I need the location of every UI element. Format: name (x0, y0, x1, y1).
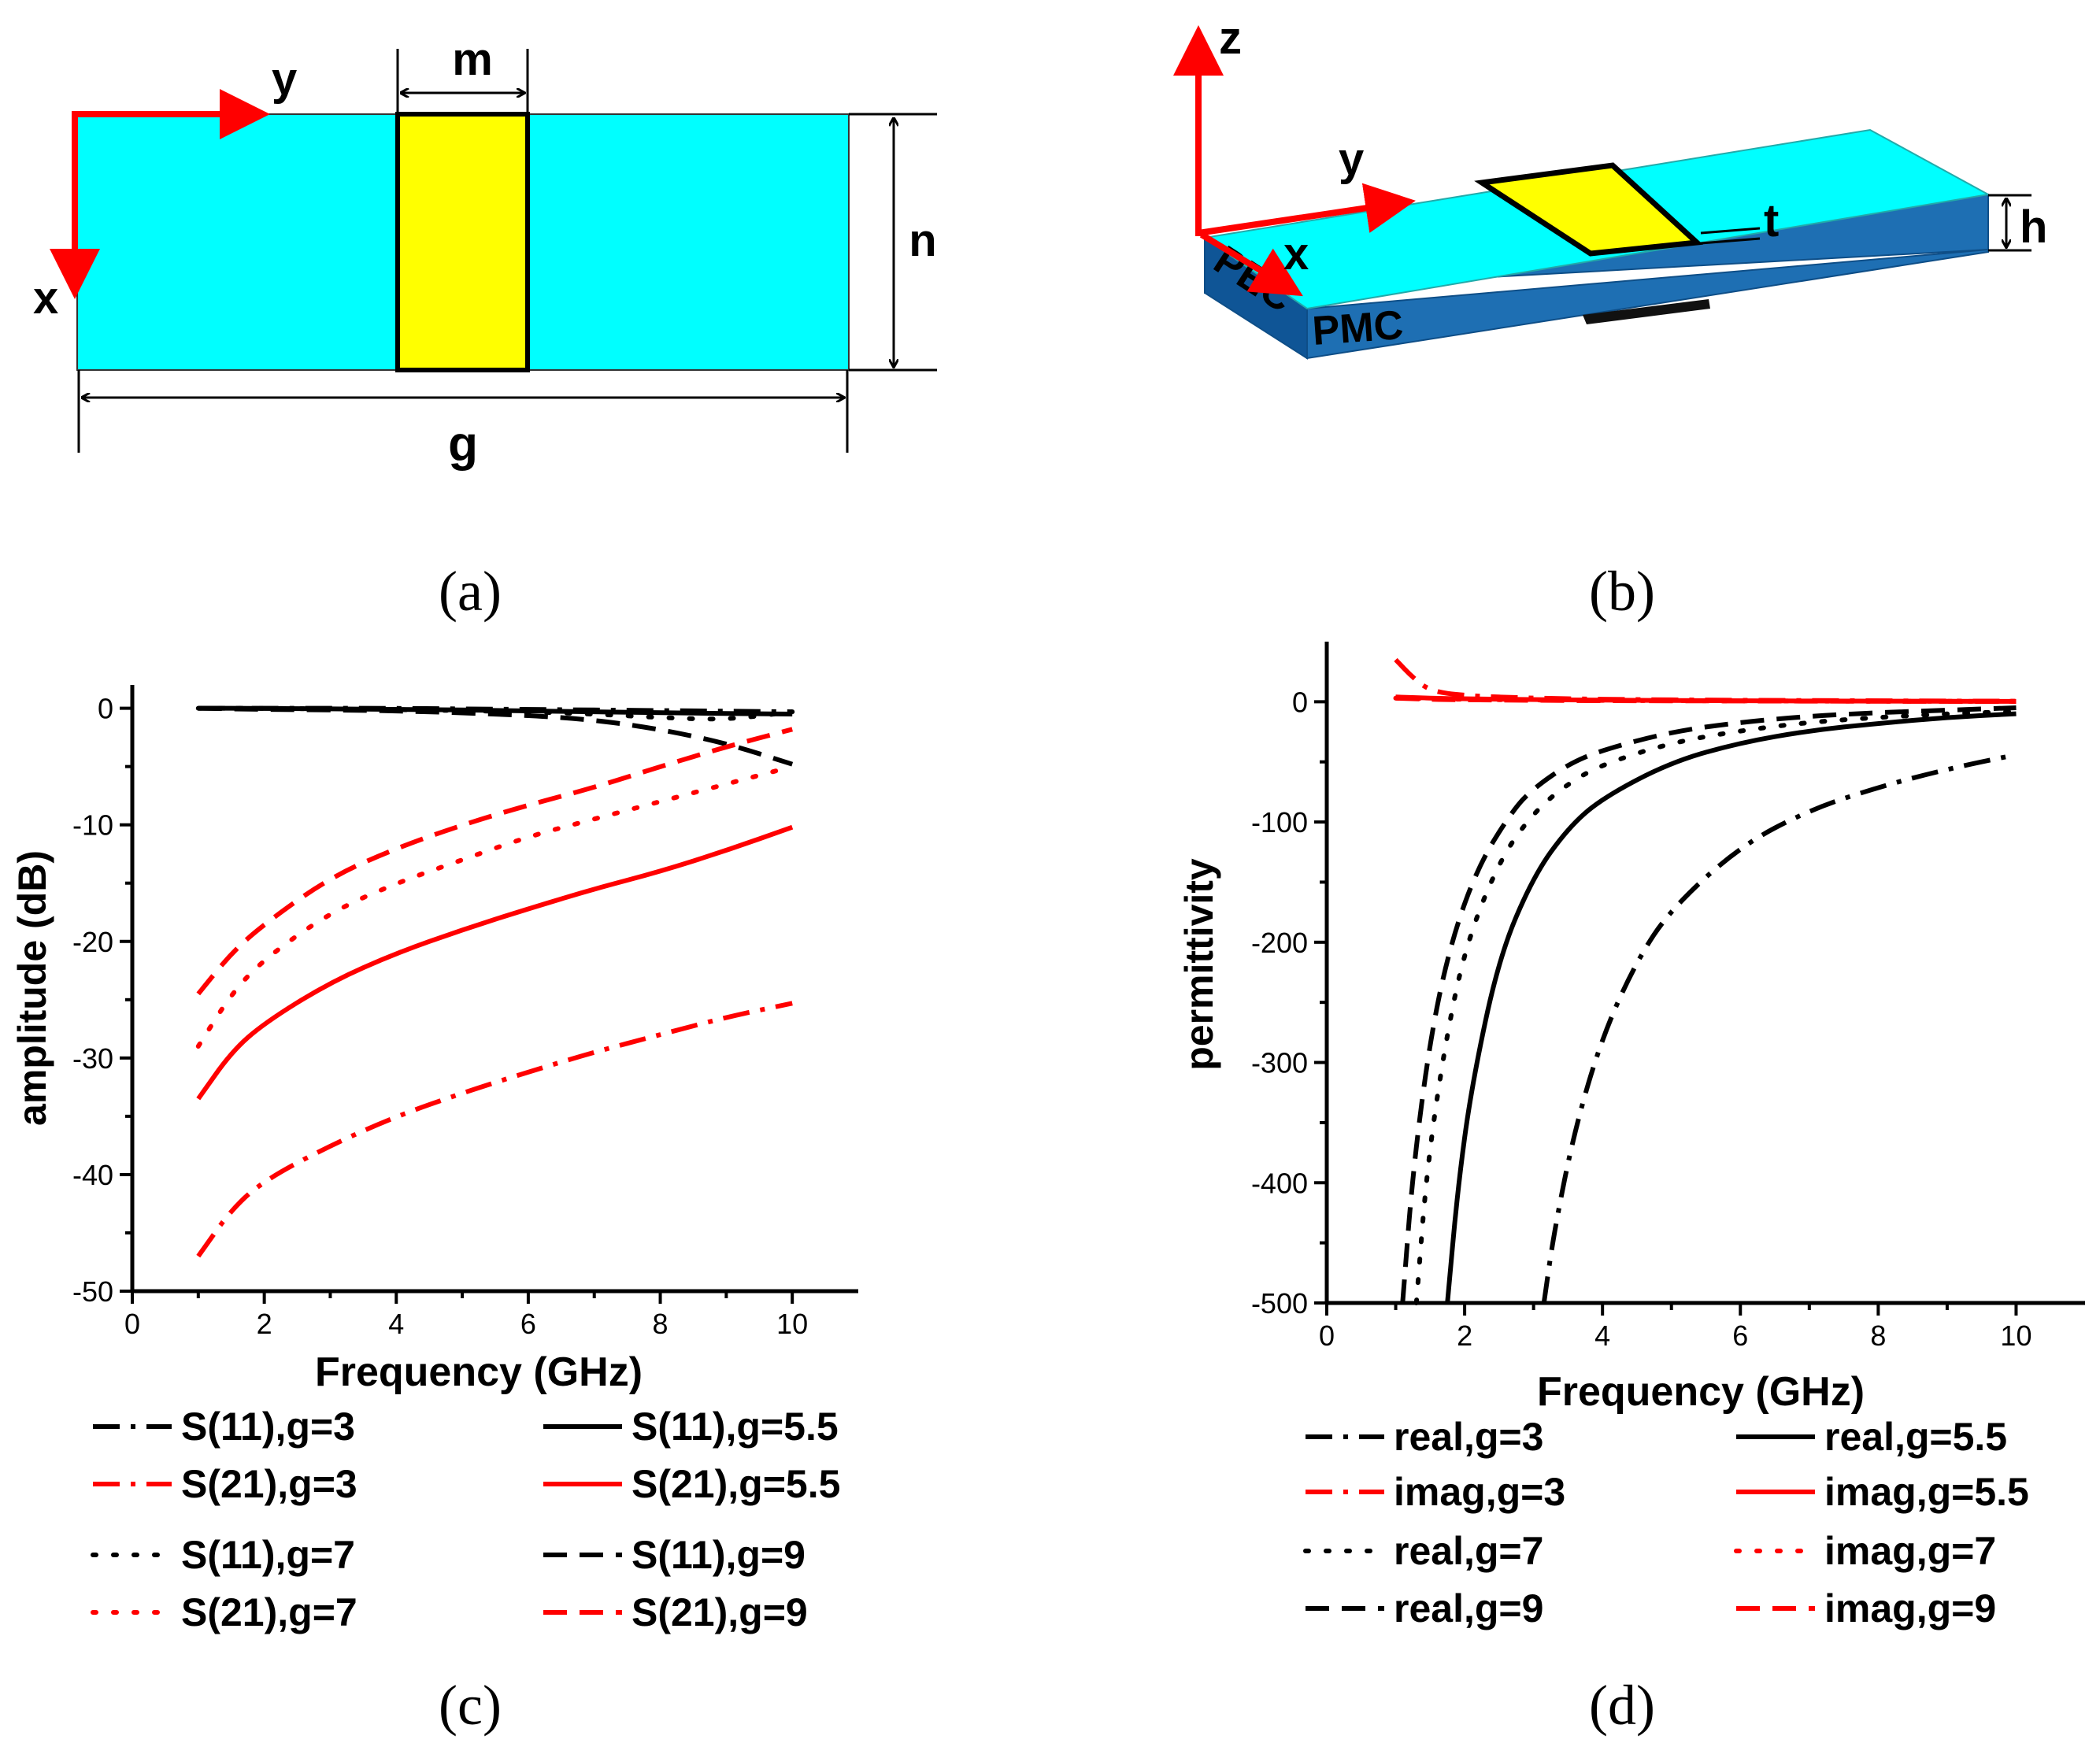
chart-c-legend-label: S(11),g=3 (181, 1405, 355, 1449)
chart-c-series-s-21-g-3 (196, 1001, 793, 1258)
chart-d-ytick-label: -400 (1251, 1167, 1308, 1199)
dim-m-label: m (452, 34, 493, 85)
chart-d-xtick-label: 2 (1457, 1320, 1472, 1352)
chart-d-series-real-g-5-5 (1445, 711, 2017, 1304)
chart-d-legend-label: real,g=3 (1394, 1415, 1543, 1459)
chart-c-series-s-21-g-5-5 (196, 824, 794, 1101)
chart-d-legend-label: imag,g=3 (1394, 1470, 1565, 1514)
axis-x-3d-arrow (1199, 231, 1303, 297)
patch-3d (1474, 162, 1704, 257)
chart-c-legend-label: S(11),g=9 (631, 1533, 806, 1577)
chart-d-legend-label: real,g=9 (1394, 1586, 1543, 1630)
chart-d-xtick-label: 6 (1732, 1320, 1748, 1352)
axis-z-label: z (1219, 13, 1242, 64)
caption-d: (d) (1589, 1674, 1655, 1737)
chart-c-ytick-label: -50 (72, 1275, 113, 1308)
dim-n-label: n (909, 215, 936, 266)
caption-b: (b) (1589, 560, 1655, 623)
chart-c-ytick-label: -20 (72, 926, 113, 958)
chart-c-series-s-21-g-7 (195, 764, 795, 1049)
dim-t-label: t (1764, 195, 1779, 246)
chart-d-legend-label: imag,g=5.5 (1824, 1470, 2029, 1514)
chart-c-xtick-label: 6 (520, 1308, 536, 1340)
axis-x-label: x (33, 272, 58, 324)
chart-c-xtick-label: 10 (776, 1308, 808, 1340)
chart-c-legend: S(11),g=3 S(11),g=5.5 S(21),g=3 S(21),g=5.5… (91, 1405, 840, 1634)
chart-d-ytick-label: 0 (1292, 686, 1308, 718)
chart-d-series-real-g-3 (1541, 752, 2017, 1304)
axis-y-label: y (272, 54, 297, 105)
chart-c-series-s-11-g-9 (198, 705, 794, 767)
chart-d-plot-area (1393, 657, 2019, 1305)
panel-b-diagram: t h PEC PMC z y x (1173, 13, 2047, 360)
axis-y-3d-arrow (1198, 183, 1416, 236)
chart-c-ticks: 0 2 4 6 8 10 0 -10 -20 -30 -40 -50 (72, 693, 808, 1340)
chart-c-series-s-21-g-9 (196, 727, 793, 996)
chart-c-xtick-label: 2 (257, 1308, 272, 1340)
chart-d-x-label: Frequency (GHz) (1537, 1369, 1865, 1415)
chart-c-legend-label: S(11),g=5.5 (631, 1405, 839, 1449)
panel-a-diagram: m n g y x (33, 34, 937, 472)
chart-d-series-real-g-7 (1413, 709, 2019, 1305)
chart-c-x-label: Frequency (GHz) (315, 1349, 643, 1395)
chart-c-xtick-label: 8 (653, 1308, 669, 1340)
chart-d-xtick-label: 8 (1870, 1320, 1886, 1352)
chart-d-legend-label: imag,g=9 (1824, 1586, 1996, 1630)
chart-d-ticks: 0 2 4 6 8 10 0 -100 -200 -300 -400 -500 (1251, 686, 2032, 1352)
chart-c-plot-area (195, 705, 795, 1258)
caption-c: (c) (439, 1674, 502, 1737)
chart-c-legend-label: S(21),g=9 (631, 1590, 808, 1634)
chart-c-ytick-label: 0 (98, 693, 113, 725)
chart-c-ytick-label: -40 (72, 1159, 113, 1191)
chart-d-ytick-label: -300 (1251, 1047, 1308, 1079)
caption-a: (a) (439, 560, 502, 623)
patch-bottom-edge (1583, 299, 1710, 324)
chart-d-xtick-label: 0 (1319, 1320, 1335, 1352)
axis-x-3d-label: x (1283, 228, 1309, 279)
chart-d-ytick-label: -200 (1251, 927, 1308, 959)
patch-top-view (395, 112, 530, 372)
chart-c: 0 2 4 6 8 100-10-20-30-40-50 Frequency (GHz) … (10, 685, 858, 1634)
chart-c-ytick-label: -10 (72, 809, 113, 842)
chart-d-legend: real,g=3 real,g=5.5 imag,g=3 imag,g=5.5 real… (1303, 1415, 2029, 1630)
chart-d-legend-label: real,g=7 (1394, 1529, 1543, 1573)
chart-d-series-imag-g-3 (1394, 657, 2017, 704)
axis-y-3d-label: y (1339, 134, 1364, 185)
chart-c-legend-label: S(21),g=3 (181, 1462, 357, 1506)
label-pmc: PMC (1311, 302, 1405, 354)
chart-c-y-label: amplitude (dB) (10, 850, 54, 1126)
chart-d-series-imag-g-5-5 (1395, 694, 2017, 704)
chart-d-legend-label: real,g=5.5 (1824, 1415, 2007, 1459)
chart-d-xtick-label: 4 (1594, 1320, 1610, 1352)
chart-d-xtick-label: 10 (2000, 1320, 2031, 1352)
chart-c-xtick-label: 4 (388, 1308, 404, 1340)
chart-d-series-real-g-9 (1400, 705, 2017, 1304)
chart-c-xtick-label: 0 (124, 1308, 140, 1340)
chart-d-ytick-label: -100 (1251, 806, 1308, 838)
chart-d: 0 2 4 6 8 10 0 -100 -200 -300 -400 -500 Frequency (… (1177, 642, 2085, 1630)
chart-c-ytick-label: -30 (72, 1042, 113, 1075)
chart-c-legend-label: S(21),g=5.5 (631, 1462, 840, 1506)
chart-c-legend-label: S(21),g=7 (181, 1590, 357, 1634)
chart-d-legend-label: imag,g=7 (1824, 1529, 1996, 1573)
dim-t-line-bottom (1700, 237, 1761, 245)
chart-d-ytick-label: -500 (1251, 1287, 1308, 1320)
chart-c-legend-label: S(11),g=7 (181, 1533, 355, 1577)
dim-h-label: h (2020, 202, 2047, 253)
substrate-side-bottom (1306, 248, 1989, 360)
dim-t-line-top (1700, 227, 1761, 235)
chart-d-y-label: permittivity (1177, 858, 1221, 1071)
dim-g-label: g (448, 417, 478, 472)
